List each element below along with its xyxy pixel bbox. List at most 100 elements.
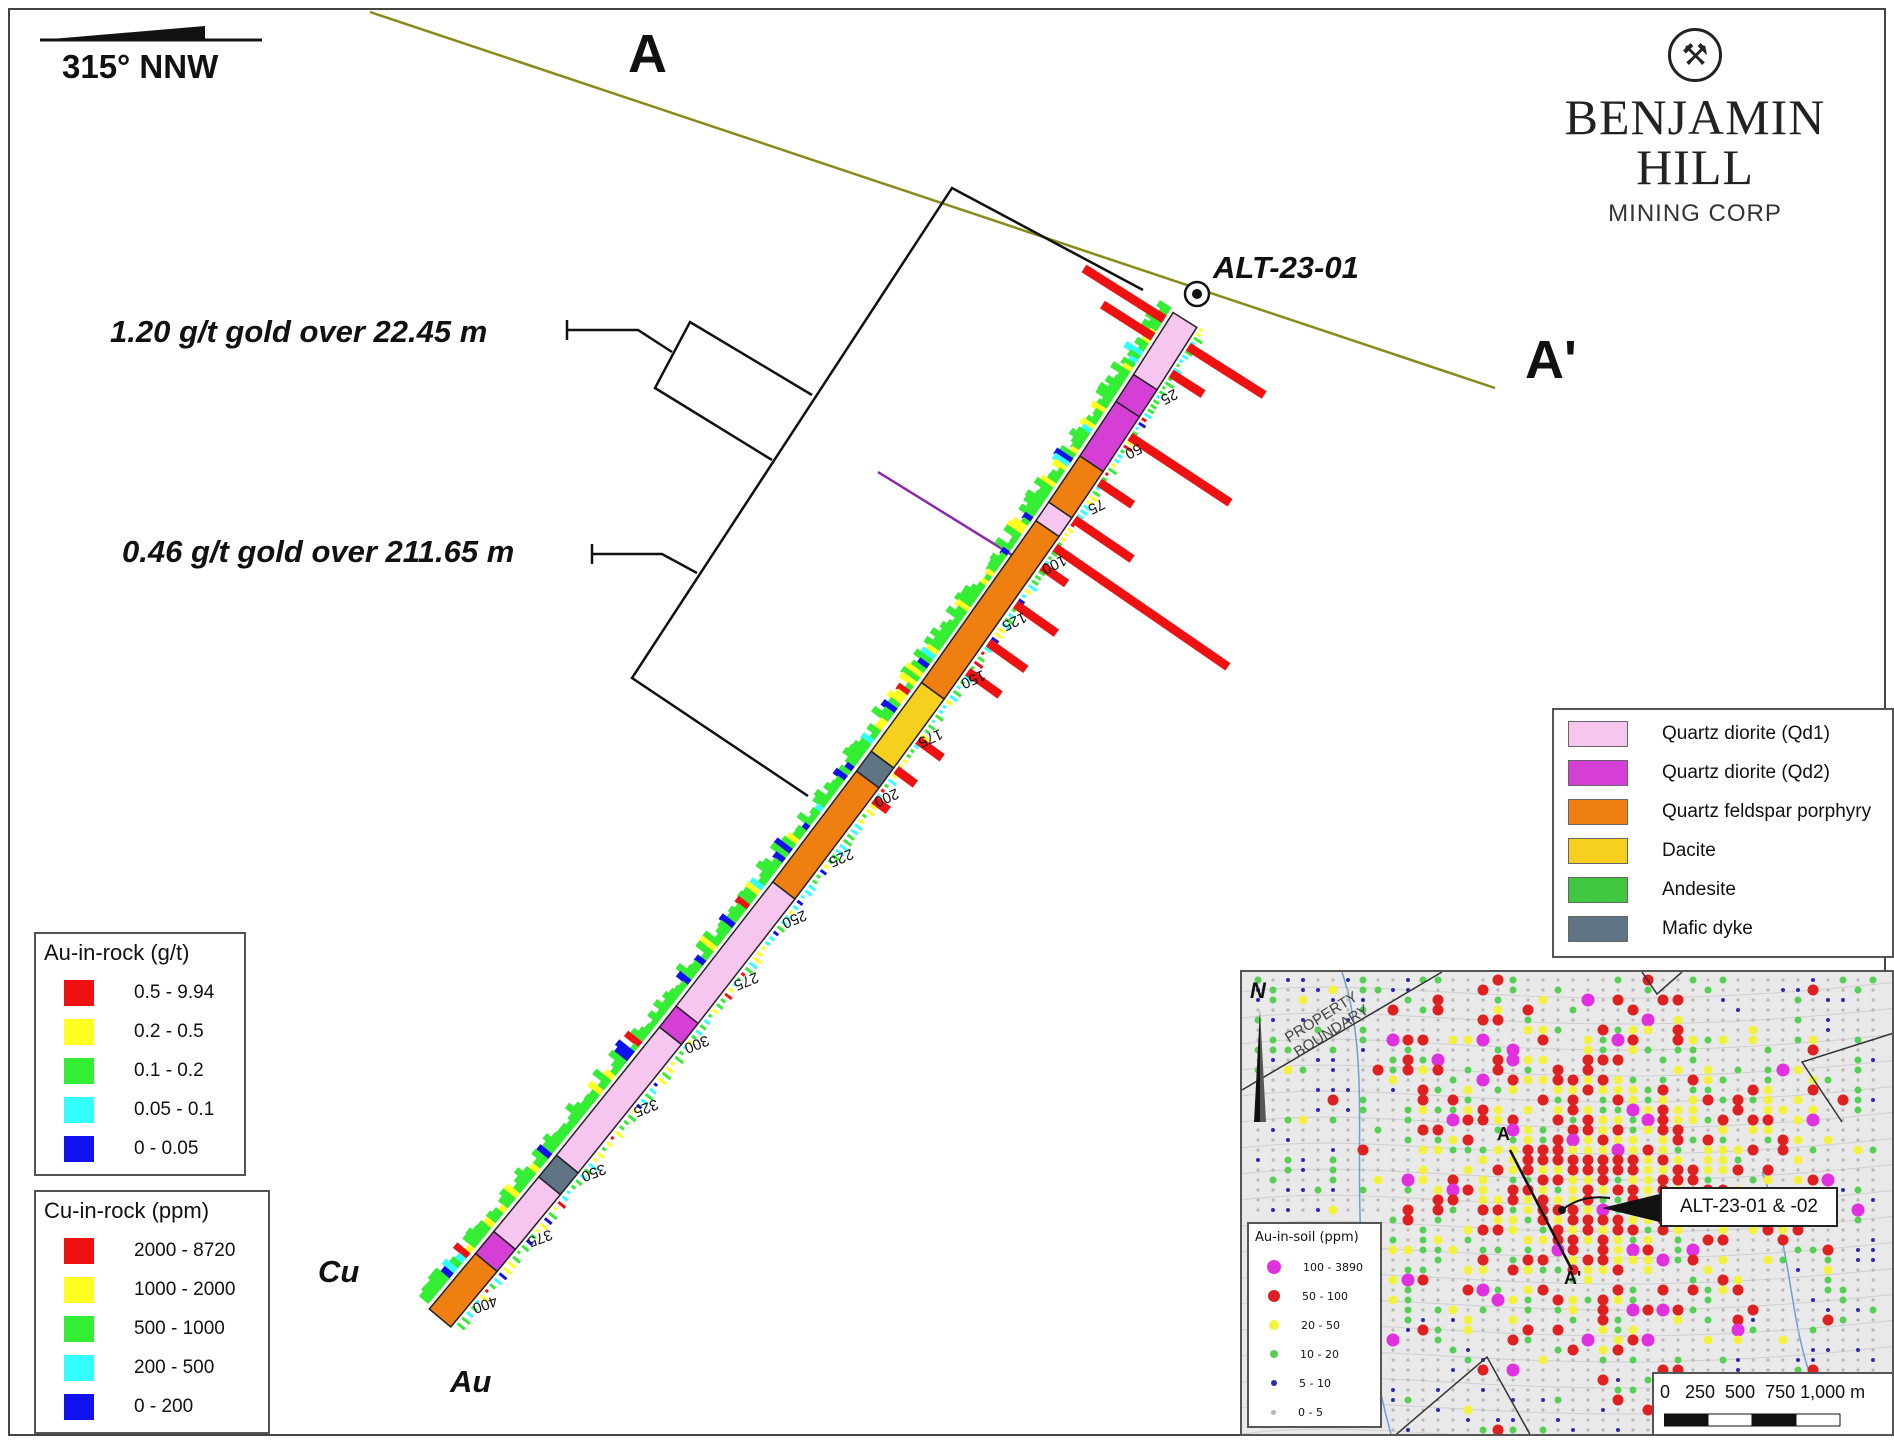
au-assay-bar	[1070, 440, 1082, 452]
au-assay-bar	[661, 990, 677, 1005]
soil-sample-dot	[1269, 1036, 1277, 1044]
cu-assay-bar	[1076, 513, 1085, 521]
cu-assay-bar	[857, 818, 865, 825]
soil-sample-dot	[1571, 1018, 1575, 1022]
soil-sample-dot	[1463, 1405, 1473, 1415]
soil-sample-dot	[1871, 1118, 1875, 1122]
drillhole-callout: ALT-23-01 & -02	[1660, 1187, 1838, 1227]
soil-sample-dot	[1524, 1066, 1532, 1074]
soil-sample-dot	[1751, 1318, 1755, 1322]
soil-sample-dot	[1582, 1214, 1594, 1226]
au-assay-bar	[813, 788, 831, 805]
soil-sample-dot	[1674, 1356, 1682, 1364]
soil-sample-dot	[1256, 988, 1260, 992]
soil-sample-dot	[1793, 1135, 1803, 1145]
soil-sample-dot	[1464, 1066, 1472, 1074]
soil-sample-dot	[1526, 1318, 1530, 1322]
soil-sample-dot	[1286, 1128, 1290, 1132]
au-soil-item: 0 - 5	[1267, 1403, 1323, 1421]
soil-sample-dot	[1811, 1318, 1815, 1322]
soil-sample-dot	[1689, 1086, 1697, 1094]
soil-sample-dot	[1781, 1288, 1785, 1292]
soil-sample-dot	[1736, 1368, 1740, 1372]
soil-sample-dot	[1526, 978, 1530, 982]
au-assay-bar	[1070, 435, 1085, 448]
soil-sample-dot	[1871, 1318, 1875, 1322]
au-assay-bar	[924, 643, 940, 657]
soil-sample-dot	[1316, 1168, 1320, 1172]
au-assay-bar	[1003, 524, 1022, 541]
soil-sample-dot	[1871, 1008, 1875, 1012]
soil-sample-dot	[1511, 1248, 1515, 1252]
soil-sample-dot	[1463, 1265, 1473, 1275]
soil-sample-dot	[1567, 1244, 1579, 1256]
soil-sample-dot	[1571, 1398, 1575, 1402]
soil-sample-dot	[1796, 1028, 1800, 1032]
soil-sample-dot	[1571, 1388, 1575, 1392]
soil-sample-dot	[1316, 1008, 1320, 1012]
soil-sample-dot	[1586, 1288, 1590, 1292]
cu-assay-bar	[838, 843, 849, 852]
soil-sample-dot	[1541, 1108, 1545, 1112]
soil-sample-dot	[1856, 1268, 1860, 1272]
soil-sample-dot	[1732, 1104, 1744, 1116]
soil-sample-dot	[1763, 1095, 1773, 1105]
soil-sample-dot	[1496, 1308, 1500, 1312]
soil-sample-dot	[1496, 1368, 1500, 1372]
soil-sample-dot	[1841, 1078, 1845, 1082]
soil-sample-dot	[1271, 1008, 1275, 1012]
cu-assay-bar	[827, 858, 834, 865]
au-assay-bar	[580, 1098, 593, 1111]
soil-sample-dot	[1448, 1035, 1458, 1045]
soil-sample-dot	[1523, 1265, 1533, 1275]
soil-sample-dot	[1793, 1115, 1803, 1125]
soil-sample-dot	[1826, 998, 1830, 1002]
soil-sample-dot	[1346, 1188, 1350, 1192]
soil-sample-dot	[1509, 1256, 1517, 1264]
cu-assay-bar	[678, 1050, 685, 1056]
au-assay-bar	[531, 1148, 549, 1165]
soil-sample-dot	[1586, 1328, 1590, 1332]
soil-sample-dot	[1704, 986, 1712, 994]
cu-assay-bar	[963, 675, 973, 684]
soil-sample-dot	[1524, 1336, 1532, 1344]
soil-sample-dot	[1541, 1278, 1545, 1282]
cu-assay-bar	[831, 853, 840, 862]
soil-sample-dot	[1434, 1336, 1442, 1344]
au-assay-bar	[755, 860, 776, 878]
au-assay-bar	[565, 1119, 577, 1130]
soil-sample-dot	[1596, 1203, 1610, 1217]
soil-sample-dot	[1702, 1094, 1714, 1106]
soil-sample-dot	[1301, 978, 1305, 982]
soil-sample-dot	[1676, 1088, 1680, 1092]
soil-sample-dot	[1404, 1136, 1412, 1144]
soil-sample-dot	[1706, 1018, 1710, 1022]
soil-sample-dot	[1851, 1203, 1865, 1217]
soil-sample-dot	[1841, 1148, 1845, 1152]
soil-sample-dot	[1419, 1056, 1427, 1064]
soil-sample-dot	[1733, 1335, 1743, 1345]
cu-assay-bar	[1155, 394, 1161, 400]
soil-sample-dot	[1748, 1125, 1758, 1135]
soil-sample-dot	[1271, 1128, 1275, 1132]
soil-sample-dot	[1642, 1304, 1654, 1316]
cu-assay-bar	[909, 748, 915, 754]
au-soil-label: 50 - 100	[1302, 1289, 1348, 1303]
soil-sample-dot	[1451, 1048, 1455, 1052]
cu-assay-bar	[846, 833, 855, 841]
au-swatch	[64, 1097, 94, 1123]
soil-sample-dot	[1796, 1338, 1800, 1342]
soil-sample-dot	[1346, 1158, 1350, 1162]
soil-sample-dot	[1567, 1124, 1579, 1136]
soil-sample-dot	[1481, 1138, 1485, 1142]
soil-sample-dot	[1541, 1008, 1545, 1012]
soil-sample-dot	[1466, 1298, 1470, 1302]
soil-sample-dot	[1509, 1206, 1517, 1214]
au-assay-bar	[791, 829, 804, 841]
soil-sample-dot	[1479, 1146, 1487, 1154]
soil-sample-dot	[1432, 1194, 1444, 1206]
soil-sample-dot	[1811, 1298, 1815, 1302]
au-assay-bar	[629, 1027, 647, 1043]
soil-sample-dot	[1466, 1058, 1470, 1062]
soil-sample-dot	[1781, 1168, 1785, 1172]
